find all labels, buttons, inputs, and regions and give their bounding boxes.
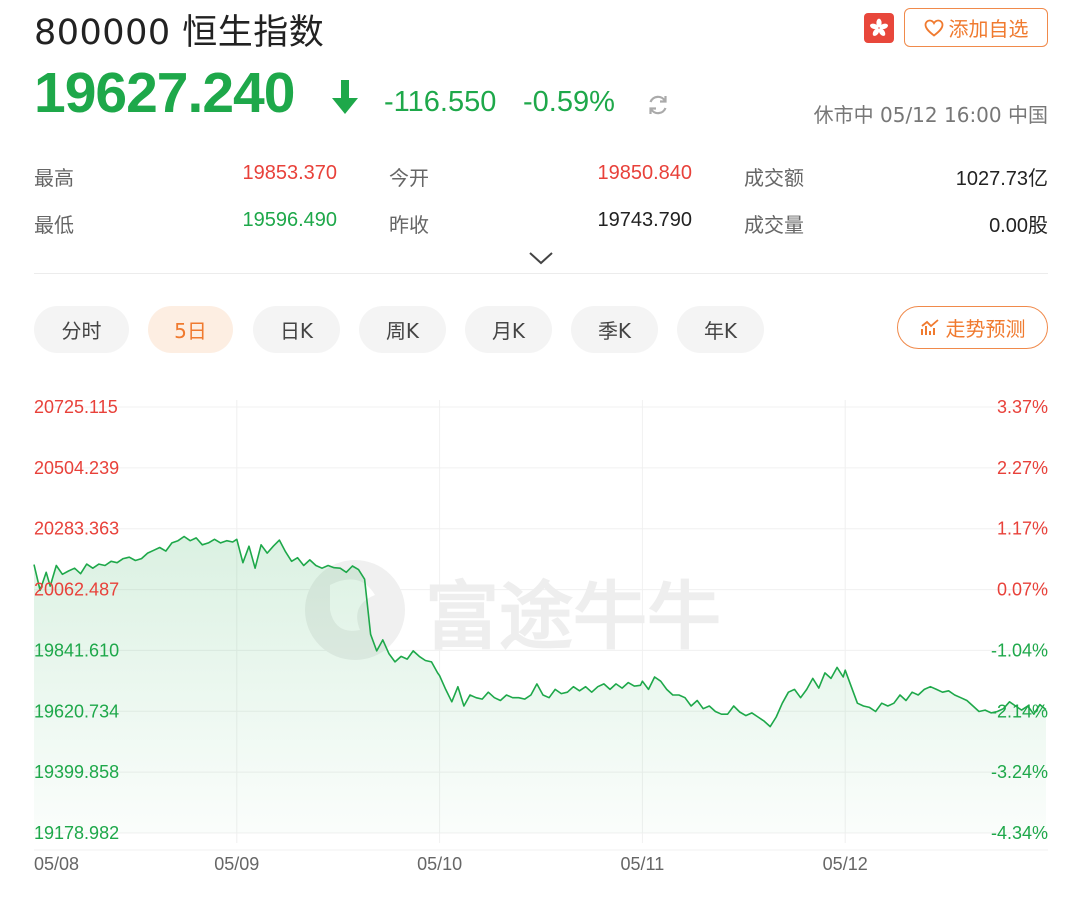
volume-label: 成交量	[744, 213, 804, 237]
pct-tick-label: -3.24%	[991, 762, 1048, 782]
add-to-watchlist-button[interactable]: 添加自选	[904, 8, 1048, 47]
y-tick-label: 19620.734	[34, 701, 119, 721]
y-tick-label: 20504.239	[34, 458, 119, 478]
arrow-down-icon	[332, 80, 358, 114]
divider	[34, 273, 1048, 274]
x-tick-label: 05/10	[417, 854, 462, 874]
chevron-down-icon[interactable]	[528, 250, 554, 266]
y-tick-label: 20062.487	[34, 580, 119, 600]
heart-icon	[924, 19, 943, 37]
hong-kong-flag-icon	[864, 13, 894, 43]
tab-5day[interactable]: 5日	[148, 306, 233, 353]
trend-forecast-button[interactable]: 走势预测	[897, 306, 1048, 349]
x-tick-label: 05/11	[621, 854, 665, 874]
pct-tick-label: 0.07%	[997, 580, 1048, 600]
x-tick-label: 05/09	[214, 854, 259, 874]
low-label: 最低	[34, 213, 74, 237]
five-day-price-chart[interactable]: 富途牛牛 20725.115 3.37% 20504.239 2.27% 20283.3…	[0, 380, 1080, 913]
prev-close-label: 昨收	[389, 213, 429, 237]
open-value: 19850.840	[597, 162, 692, 184]
tab-quarterly-k[interactable]: 季K	[571, 306, 658, 353]
trend-forecast-label: 走势预测	[945, 317, 1026, 341]
price-line	[33, 535, 1047, 728]
trend-chart-icon	[920, 318, 939, 335]
price-change: -116.550	[384, 86, 497, 118]
open-label: 今开	[389, 166, 429, 190]
tab-yearly-k[interactable]: 年K	[677, 306, 764, 353]
high-value: 19853.370	[242, 162, 337, 184]
y-tick-label: 20283.363	[34, 519, 119, 539]
price-area-fill	[34, 536, 1046, 833]
tab-weekly-k[interactable]: 周K	[359, 306, 446, 353]
price-change-percent: -0.59%	[523, 86, 615, 118]
pct-tick-label: 3.37%	[997, 397, 1048, 417]
y-tick-label: 20725.115	[34, 397, 118, 417]
volume-value: 0.00股	[989, 215, 1048, 237]
tab-intraday[interactable]: 分时	[34, 306, 129, 353]
tab-daily-k[interactable]: 日K	[253, 306, 340, 353]
y-tick-label: 19178.982	[34, 823, 119, 843]
pct-tick-label: -4.34%	[991, 823, 1048, 843]
watermark-text: 富途牛牛	[425, 574, 721, 660]
tab-monthly-k[interactable]: 月K	[465, 306, 552, 353]
y-tick-label: 19841.610	[34, 640, 119, 660]
pct-tick-label: -1.04%	[991, 640, 1048, 660]
low-value: 19596.490	[242, 209, 337, 231]
add-to-watchlist-label: 添加自选	[948, 17, 1029, 41]
pct-tick-label: 1.17%	[997, 519, 1048, 539]
prev-close-value: 19743.790	[597, 209, 692, 231]
y-tick-label: 19399.858	[34, 762, 119, 782]
pct-tick-label: 2.27%	[997, 458, 1048, 478]
market-status: 休市中 05/12 16:00 中国	[813, 103, 1048, 127]
high-label: 最高	[34, 166, 74, 190]
turnover-value: 1027.73亿	[955, 168, 1048, 190]
pct-tick-label: -2.14%	[991, 701, 1048, 721]
refresh-icon[interactable]	[645, 92, 671, 118]
x-tick-label: 05/12	[823, 854, 868, 874]
current-price: 19627.240	[34, 61, 295, 125]
stock-title: 800000 恒生指数	[34, 13, 325, 53]
turnover-label: 成交额	[744, 166, 804, 190]
x-tick-label: 05/08	[34, 854, 79, 874]
